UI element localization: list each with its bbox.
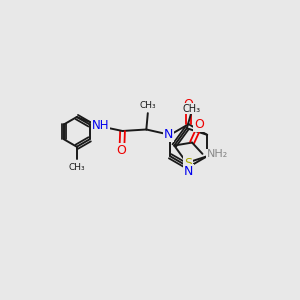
Text: O: O <box>194 118 204 131</box>
Text: O: O <box>184 98 194 111</box>
Text: N: N <box>184 165 193 178</box>
Text: S: S <box>184 157 192 170</box>
Text: CH₃: CH₃ <box>68 163 85 172</box>
Text: N: N <box>164 128 173 141</box>
Text: NH₂: NH₂ <box>207 149 228 160</box>
Text: NH: NH <box>92 119 109 132</box>
Text: O: O <box>116 144 126 157</box>
Text: CH₃: CH₃ <box>183 103 201 114</box>
Text: CH₃: CH₃ <box>140 100 156 109</box>
